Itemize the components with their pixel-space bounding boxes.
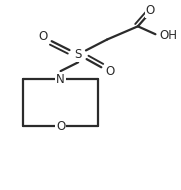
Text: O: O [56, 120, 65, 133]
Text: O: O [146, 4, 155, 17]
Text: S: S [74, 48, 82, 61]
Text: O: O [38, 30, 48, 43]
Text: N: N [56, 73, 65, 86]
Text: OH: OH [160, 29, 178, 43]
Text: O: O [105, 66, 114, 78]
